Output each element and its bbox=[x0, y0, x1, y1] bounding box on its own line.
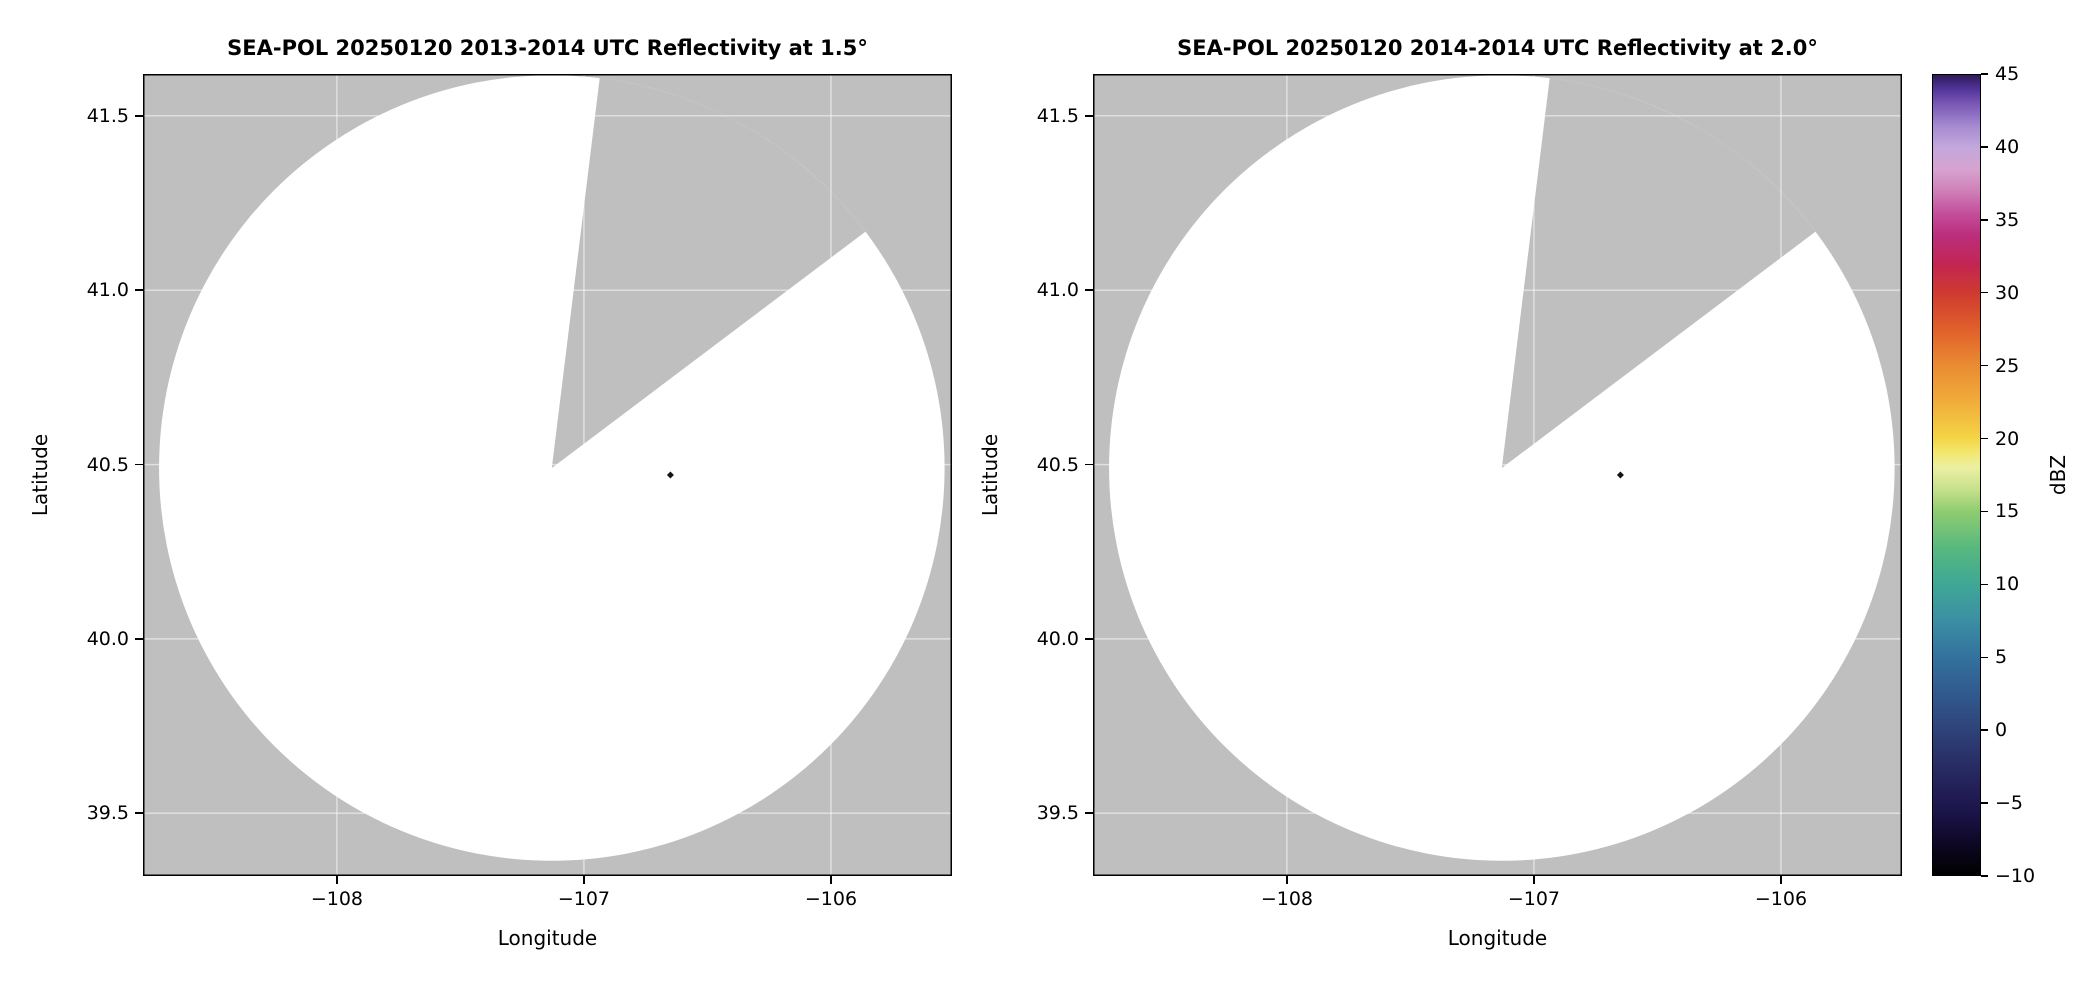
colorbar-tick-mark bbox=[1981, 291, 1988, 294]
axes-frame bbox=[1093, 74, 1902, 876]
y-tick-mark bbox=[135, 463, 143, 466]
x-tick-label: −106 bbox=[804, 888, 858, 910]
y-tick-label: 41.0 bbox=[86, 279, 129, 302]
colorbar-tick-mark bbox=[1981, 656, 1988, 659]
missing-data-sector bbox=[1501, 78, 1816, 469]
panel-right-ylabel: Latitude bbox=[978, 433, 1002, 517]
ppi-plot-svg bbox=[143, 74, 952, 876]
y-tick-label: 39.5 bbox=[1036, 802, 1079, 825]
colorbar-tick-label: −5 bbox=[1995, 792, 2024, 815]
colorbar-tick-label: 35 bbox=[1995, 208, 2020, 231]
x-tick-mark bbox=[1533, 876, 1535, 884]
colorbar-tick-mark bbox=[1981, 875, 1988, 877]
x-tick-mark bbox=[583, 876, 585, 884]
radar-echo-point bbox=[666, 471, 674, 479]
y-tick-mark bbox=[135, 115, 143, 117]
colorbar-tick-label: 30 bbox=[1995, 281, 2020, 304]
y-tick-mark bbox=[1085, 812, 1093, 814]
y-tick-mark bbox=[135, 289, 143, 291]
missing-data-sector bbox=[551, 78, 866, 469]
panel-left-title: SEA-POL 20250120 2013-2014 UTC Reflectiv… bbox=[227, 36, 868, 60]
panel-left-ylabel: Latitude bbox=[28, 433, 52, 517]
colorbar-tick-mark bbox=[1981, 729, 1988, 731]
colorbar-tick-mark bbox=[1981, 802, 1988, 804]
colorbar-tick-label: 25 bbox=[1995, 354, 2020, 377]
x-tick-mark bbox=[1286, 876, 1288, 884]
colorbar-tick-label: −10 bbox=[1995, 865, 2036, 887]
y-tick-label: 40.5 bbox=[86, 453, 129, 476]
colorbar-tick-mark bbox=[1981, 437, 1988, 440]
panel-left-plot-area: −108 −107 −106 41.5 41.0 40.5 40.0 39.5 bbox=[87, 74, 952, 910]
colorbar-tick-label: 10 bbox=[1995, 573, 2020, 596]
y-tick-mark bbox=[135, 812, 143, 814]
panel-right-title: SEA-POL 20250120 2014-2014 UTC Reflectiv… bbox=[1177, 36, 1818, 60]
y-tick-mark bbox=[135, 638, 143, 640]
y-tick-mark bbox=[1085, 289, 1093, 291]
x-tick-mark bbox=[830, 876, 832, 884]
y-tick-label: 39.5 bbox=[86, 802, 129, 825]
x-tick-mark bbox=[336, 876, 338, 884]
y-tick-label: 41.5 bbox=[1036, 104, 1079, 127]
colorbar-tick-label: 40 bbox=[1995, 135, 2020, 158]
panel-right-plot-area: −108 −107 −106 41.5 41.0 40.5 40.0 39.5 bbox=[1037, 74, 1902, 910]
colorbar-tick-label: 5 bbox=[1995, 646, 2008, 669]
x-tick-label: −108 bbox=[310, 888, 363, 910]
x-tick-label: −107 bbox=[1507, 888, 1561, 910]
colorbar-tick-mark bbox=[1981, 73, 1988, 75]
colorbar-tick-mark bbox=[1981, 510, 1988, 513]
x-tick-label: −106 bbox=[1754, 888, 1808, 910]
y-tick-mark bbox=[1085, 638, 1093, 640]
radar-echo-point bbox=[1616, 471, 1624, 479]
y-tick-mark bbox=[1085, 115, 1093, 117]
y-tick-label: 40.0 bbox=[1036, 627, 1079, 650]
colorbar-tick-mark bbox=[1981, 146, 1988, 148]
colorbar-tick-label: 0 bbox=[1995, 719, 2008, 742]
colorbar-tick-mark bbox=[1981, 364, 1988, 367]
x-tick-mark bbox=[1780, 876, 1782, 884]
axes-frame bbox=[143, 74, 952, 876]
colorbar-tick-label: 15 bbox=[1995, 500, 2020, 523]
ppi-plot-svg bbox=[1093, 74, 1902, 876]
colorbar-tick-label: 20 bbox=[1995, 427, 2020, 450]
x-tick-label: −108 bbox=[1260, 888, 1313, 910]
x-tick-label: −107 bbox=[557, 888, 611, 910]
y-tick-label: 41.5 bbox=[86, 104, 129, 127]
y-tick-label: 40.0 bbox=[86, 627, 129, 650]
colorbar-tick-mark bbox=[1981, 219, 1988, 221]
y-tick-mark bbox=[1085, 463, 1093, 466]
y-tick-label: 40.5 bbox=[1036, 453, 1079, 476]
y-tick-label: 41.0 bbox=[1036, 279, 1079, 302]
colorbar-label: dBZ bbox=[2046, 454, 2070, 496]
colorbar-gradient bbox=[1933, 75, 1980, 875]
colorbar bbox=[1932, 74, 1981, 876]
panel-right-xlabel: Longitude bbox=[1447, 926, 1548, 950]
colorbar-tick-mark bbox=[1981, 583, 1988, 586]
panel-left-xlabel: Longitude bbox=[497, 926, 598, 950]
colorbar-tick-label: 45 bbox=[1995, 63, 2020, 85]
